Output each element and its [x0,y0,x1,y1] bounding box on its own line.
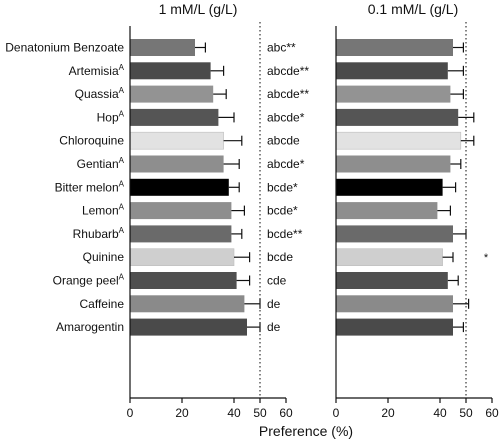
bar [336,178,443,196]
bar [336,62,448,80]
category-label: GentianA [77,156,125,171]
category-label: Orange peelA [53,273,125,288]
category-label: Caffeine [80,297,125,311]
x-tick-label: 20 [381,406,395,420]
bar [130,225,232,243]
bar [130,155,224,173]
panel-0-1mm: 0.1 mM/L (g/L) * 0 20 40 50 60 [333,1,499,420]
bar [336,39,453,56]
group-letters: abcde* [267,157,305,171]
bar [336,85,451,103]
group-letters: cde [267,274,287,288]
group-letters: bcde* [267,180,298,194]
group-letters: abcde* [267,110,305,124]
panel-1mm: 1 mM/L (g/L) abc** abcde** abcde** abcde* abc… [127,1,310,420]
group-letters: bcde* [267,204,298,218]
group-letters: de [267,320,281,334]
group-letters: abcde [267,134,300,148]
bar [130,85,214,103]
x-tick-label: 60 [485,406,499,420]
x-tick-label: 50 [459,406,473,420]
x-tick-label: 0 [127,406,134,420]
bar [336,318,453,336]
bar [130,202,232,220]
x-tick-label: 40 [433,406,447,420]
bar [335,131,462,150]
category-label: Denatonium Benzoate [5,41,124,55]
x-tick-label: 60 [279,406,293,420]
bar [129,131,224,150]
group-letters: abcde** [267,64,309,78]
panel-title: 1 mM/L (g/L) [159,1,238,17]
bar [130,39,195,56]
bar [130,62,211,80]
bar [130,178,229,196]
bar [130,295,245,313]
category-label: QuassiaA [75,86,125,101]
x-tick-label: 0 [333,406,340,420]
group-letters: abcde** [267,87,309,101]
panel-title: 0.1 mM/L (g/L) [368,1,459,17]
significance-mark: * [484,252,489,264]
bar [130,108,219,126]
bar [336,272,448,289]
category-label: Amarogentin [56,320,124,334]
x-tick-label: 40 [227,406,241,420]
bar [336,295,453,313]
category-label: ArtemisiaA [69,63,125,78]
x-tick-label: 50 [253,406,267,420]
group-letters: abc** [267,41,296,55]
category-label: HopA [97,109,125,124]
bar [335,248,443,266]
bar [130,272,237,289]
x-axis-label: Preference (%) [259,423,353,439]
group-letters: bcde** [267,227,303,241]
bar [129,248,235,266]
category-label: Chloroquine [59,134,124,148]
category-label: LemonA [82,203,125,218]
bar [336,108,459,126]
category-labels: Denatonium Benzoate ArtemisiaA QuassiaA Hop… [5,41,124,335]
bar [336,225,453,243]
x-tick-label: 20 [175,406,189,420]
group-letters: de [267,297,281,311]
bar [336,202,438,220]
bar [130,318,247,336]
category-label: RhubarbA [73,226,125,241]
group-letters: bcde [267,250,293,264]
category-label: Quinine [83,250,125,264]
category-label: Bitter melonA [55,179,125,194]
bar [336,155,451,173]
